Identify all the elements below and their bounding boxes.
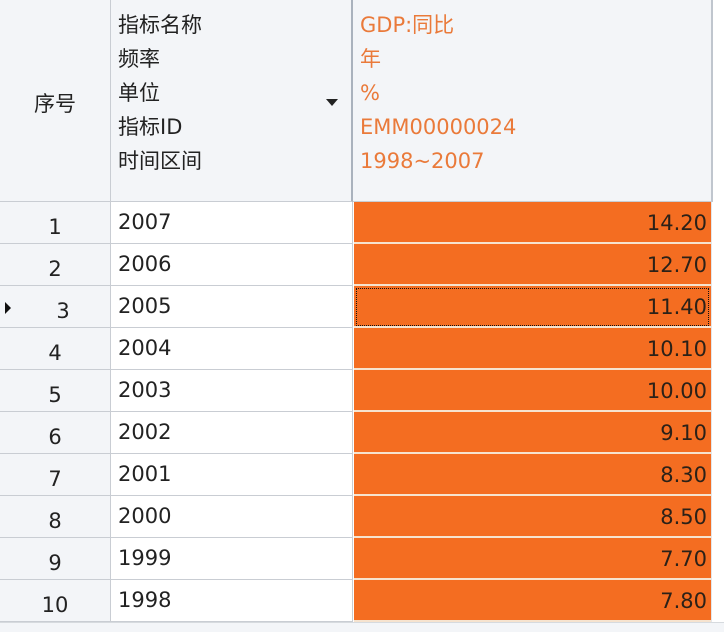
chevron-down-icon[interactable] (326, 99, 338, 106)
table-row-current[interactable]: 3 2005 11.40 (0, 286, 724, 328)
table-row[interactable]: 6 2002 9.10 (0, 412, 724, 454)
value-cell[interactable]: 14.20 (354, 202, 711, 244)
meta-label-id: 指标ID (118, 115, 183, 139)
table-row[interactable]: 4 2004 10.10 (0, 328, 724, 370)
column-header-gdp[interactable]: GDP:同比 年 % EMM00000024 1998~2007 (353, 0, 713, 202)
year-cell[interactable]: 1998 (111, 580, 353, 622)
table-row[interactable]: 7 2001 8.30 (0, 454, 724, 496)
value-cell[interactable]: 10.10 (354, 328, 711, 370)
value-cell[interactable]: 7.80 (354, 580, 711, 622)
row-number-cell[interactable]: 9 (0, 538, 111, 580)
row-number: 7 (48, 467, 62, 491)
table-row[interactable]: 8 2000 8.50 (0, 496, 724, 538)
seq-header-label: 序号 (34, 92, 76, 116)
meta-label-unit: 单位 (118, 81, 160, 105)
row-number-cell[interactable]: 3 (0, 286, 111, 328)
year-cell[interactable]: 2007 (111, 202, 353, 244)
meta-value-frequency: 年 (360, 47, 381, 71)
row-number-cell[interactable]: 2 (0, 244, 111, 286)
meta-label-range: 时间区间 (118, 149, 202, 173)
row-number-cell[interactable]: 1 (0, 202, 111, 244)
table-row[interactable]: 10 1998 7.80 (0, 580, 724, 622)
grid-right-edge (711, 202, 724, 622)
meta-value-unit: % (360, 81, 380, 105)
row-number-cell[interactable]: 6 (0, 412, 111, 454)
meta-value-list: GDP:同比 年 % EMM00000024 1998~2007 (360, 8, 516, 178)
meta-label-name: 指标名称 (118, 13, 202, 37)
row-number-cell[interactable]: 10 (0, 580, 111, 622)
row-number: 6 (48, 425, 62, 449)
year-cell[interactable]: 2004 (111, 328, 353, 370)
row-number-cell[interactable]: 8 (0, 496, 111, 538)
table-row[interactable]: 2 2006 12.70 (0, 244, 724, 286)
year-cell[interactable]: 1999 (111, 538, 353, 580)
table-row[interactable]: 1 2007 14.20 (0, 202, 724, 244)
row-number: 10 (41, 593, 69, 617)
year-cell[interactable]: 2002 (111, 412, 353, 454)
current-row-indicator-icon (5, 302, 11, 314)
meta-label-list: 指标名称 频率 单位 指标ID 时间区间 (118, 8, 202, 178)
value-cell[interactable]: 10.00 (354, 370, 711, 412)
row-number: 4 (48, 341, 62, 365)
value-cell[interactable]: 12.70 (354, 244, 711, 286)
column-header-meta-labels[interactable]: 指标名称 频率 单位 指标ID 时间区间 (111, 0, 353, 202)
row-number: 5 (48, 383, 62, 407)
row-number: 8 (48, 509, 62, 533)
value-cell[interactable]: 8.30 (354, 454, 711, 496)
value-cell[interactable]: 9.10 (354, 412, 711, 454)
grid-bottom-edge (0, 622, 724, 632)
meta-value-id: EMM00000024 (360, 115, 517, 139)
row-number: 2 (48, 257, 62, 281)
value-cell[interactable]: 7.70 (354, 538, 711, 580)
meta-value-name: GDP:同比 (360, 13, 455, 37)
column-header-seq[interactable]: 序号 (0, 0, 111, 202)
year-cell[interactable]: 2001 (111, 454, 353, 496)
year-cell[interactable]: 2005 (111, 286, 353, 328)
meta-value-range: 1998~2007 (360, 149, 485, 173)
table-row[interactable]: 9 1999 7.70 (0, 538, 724, 580)
year-cell[interactable]: 2003 (111, 370, 353, 412)
row-number-cell[interactable]: 7 (0, 454, 111, 496)
meta-label-frequency: 频率 (118, 47, 160, 71)
row-number: 3 (56, 299, 70, 323)
row-number-cell[interactable]: 5 (0, 370, 111, 412)
header-filler (713, 0, 724, 202)
row-number: 9 (48, 551, 62, 575)
value-cell[interactable]: 8.50 (354, 496, 711, 538)
table-row[interactable]: 5 2003 10.00 (0, 370, 724, 412)
value-cell-focused[interactable]: 11.40 (354, 286, 711, 328)
row-number-cell[interactable]: 4 (0, 328, 111, 370)
year-cell[interactable]: 2006 (111, 244, 353, 286)
year-cell[interactable]: 2000 (111, 496, 353, 538)
row-number: 1 (48, 215, 62, 239)
